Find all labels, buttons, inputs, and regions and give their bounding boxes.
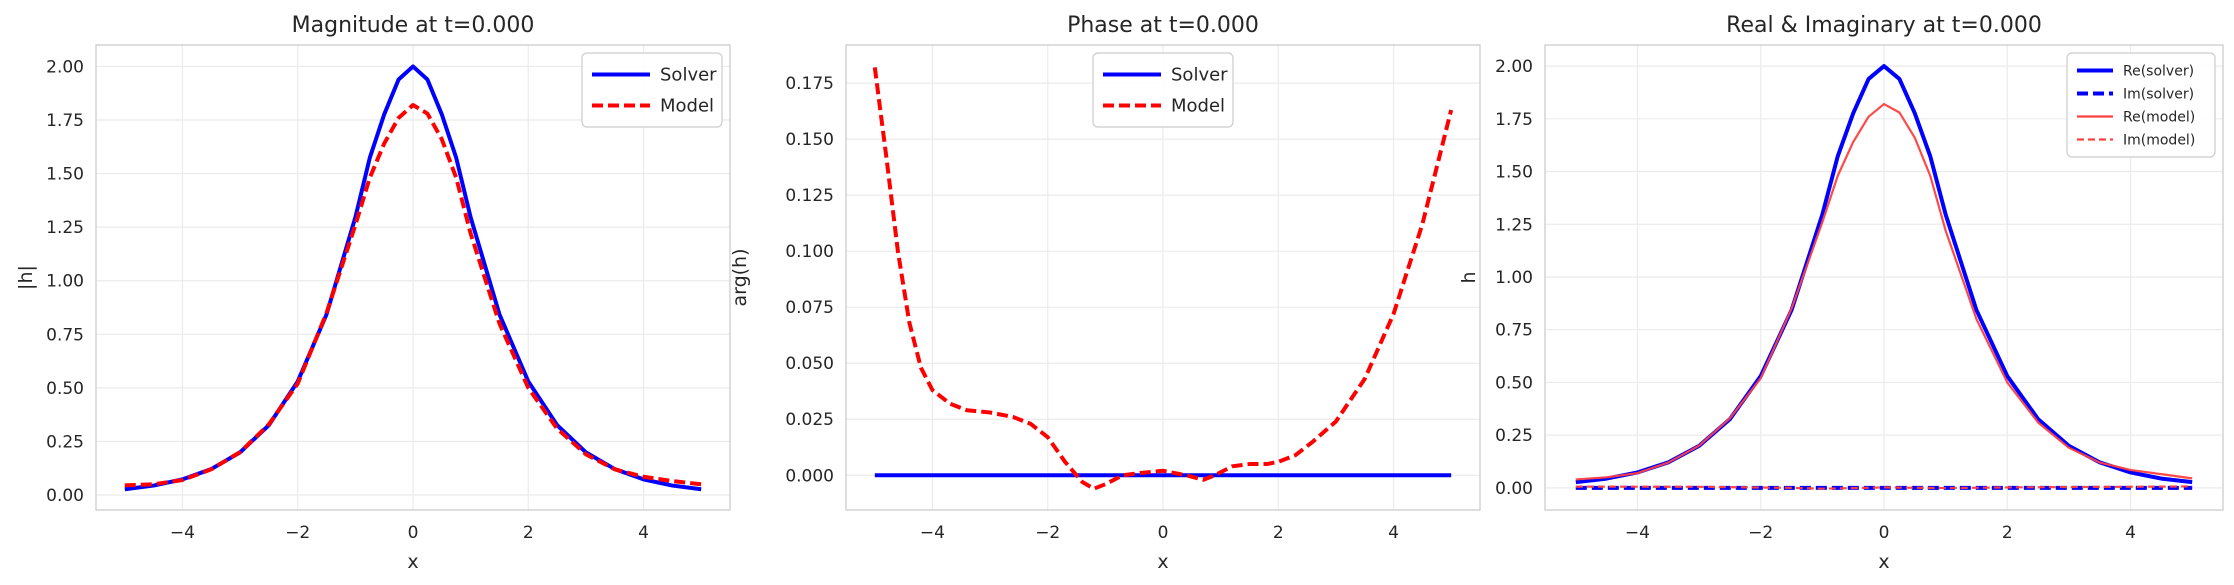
series-line-im-model- [1575,485,2193,490]
legend-box [581,52,723,128]
x-axis-label: x [1157,551,1168,573]
y-tick-label: 1.00 [46,272,84,292]
y-tick-label: 1.00 [1495,268,1533,288]
y-tick-label: 0.75 [1495,321,1533,341]
y-tick-label: 0.000 [785,466,834,486]
y-tick-label: 0.050 [785,354,834,374]
legend-label: Solver [660,65,717,86]
y-tick-label: 2.00 [1495,57,1533,77]
y-tick-label: 1.50 [1495,163,1533,183]
x-tick-label: 2 [2002,523,2013,543]
y-tick-label: 0.00 [46,486,84,506]
chart-title: Real & Imaginary at t=0.000 [1726,13,2042,38]
y-tick-label: 1.25 [1495,215,1533,235]
axes-frame [1544,44,2224,511]
legend-box [2066,52,2216,158]
x-tick-label: −4 [1625,523,1650,543]
legend: Solver Model [581,52,723,128]
x-tick-label: −2 [1748,523,1773,543]
x-tick-label: −2 [1035,523,1060,543]
legend-box [1092,52,1234,128]
legend-label: Re(solver) [2123,64,2194,80]
y-tick-label: 0.00 [1495,479,1533,499]
x-axis-label: x [1878,551,1889,573]
legend-label: Solver [1171,65,1228,86]
x-axis-label: x [407,551,418,573]
legend-label: Model [660,96,714,117]
y-tick-label: 2.00 [46,57,84,77]
y-axis-label: arg(h) [729,248,751,306]
series-line-model [872,67,1454,491]
y-axis-label: |h| [15,265,37,290]
x-tick-label: −2 [285,523,310,543]
y-tick-label: 1.25 [46,218,84,238]
chart-panel-3: −4 −2 0 2 4 0.00 0.25 0.50 0.75 1.00 1.25 1.50 1.75 2… [1458,13,2224,573]
x-tick-label: −4 [170,523,195,543]
legend: Re(solver) Im(solver) Re(model) Im(model) [2066,52,2216,158]
y-tick-label: 0.50 [1495,373,1533,393]
y-axis-label: h [1458,271,1480,283]
y-tick-label: 0.75 [46,325,84,345]
y-tick-label: 1.50 [46,165,84,185]
chart-title: Magnitude at t=0.000 [292,13,535,38]
x-tick-label: 2 [1273,523,1284,543]
y-tick-label: 0.125 [785,186,834,206]
x-tick-label: 0 [1879,523,1890,543]
series-line-re-model- [1575,102,2193,481]
axes-frame [95,44,731,511]
legend-label: Re(model) [2123,110,2195,126]
x-tick-label: 2 [523,523,534,543]
axes-frame [845,44,1481,511]
legend-label: Model [1171,96,1225,117]
y-tick-label: 0.175 [785,74,834,94]
legend: Solver Model [1092,52,1234,128]
x-tick-label: 4 [2125,523,2136,543]
x-tick-label: 4 [1388,523,1399,543]
y-tick-label: 1.75 [46,111,84,131]
x-tick-label: −4 [920,523,945,543]
y-tick-label: 0.25 [46,432,84,452]
y-tick-label: 1.75 [1495,110,1533,130]
series-line-model [124,103,702,488]
y-tick-label: 0.100 [785,242,834,262]
x-tick-label: 4 [638,523,649,543]
legend-label: Im(solver) [2123,87,2194,103]
x-tick-label: 0 [408,523,419,543]
chart-panel-1: −4 −2 0 2 4 0.00 0.25 0.50 0.75 1.00 1.25 1.50 1.75 2… [15,13,731,573]
legend-label: Im(model) [2123,133,2195,149]
y-tick-label: 0.075 [785,298,834,318]
chart-panel-2: −4 −2 0 2 4 0.000 0.025 0.050 0.075 0.100 0.125 0.1… [729,13,1481,573]
x-tick-label: 0 [1158,523,1169,543]
chart-title: Phase at t=0.000 [1067,13,1259,38]
y-tick-label: 0.25 [1495,426,1533,446]
y-tick-label: 0.50 [46,379,84,399]
y-tick-label: 0.150 [785,130,834,150]
y-tick-label: 0.025 [785,410,834,430]
